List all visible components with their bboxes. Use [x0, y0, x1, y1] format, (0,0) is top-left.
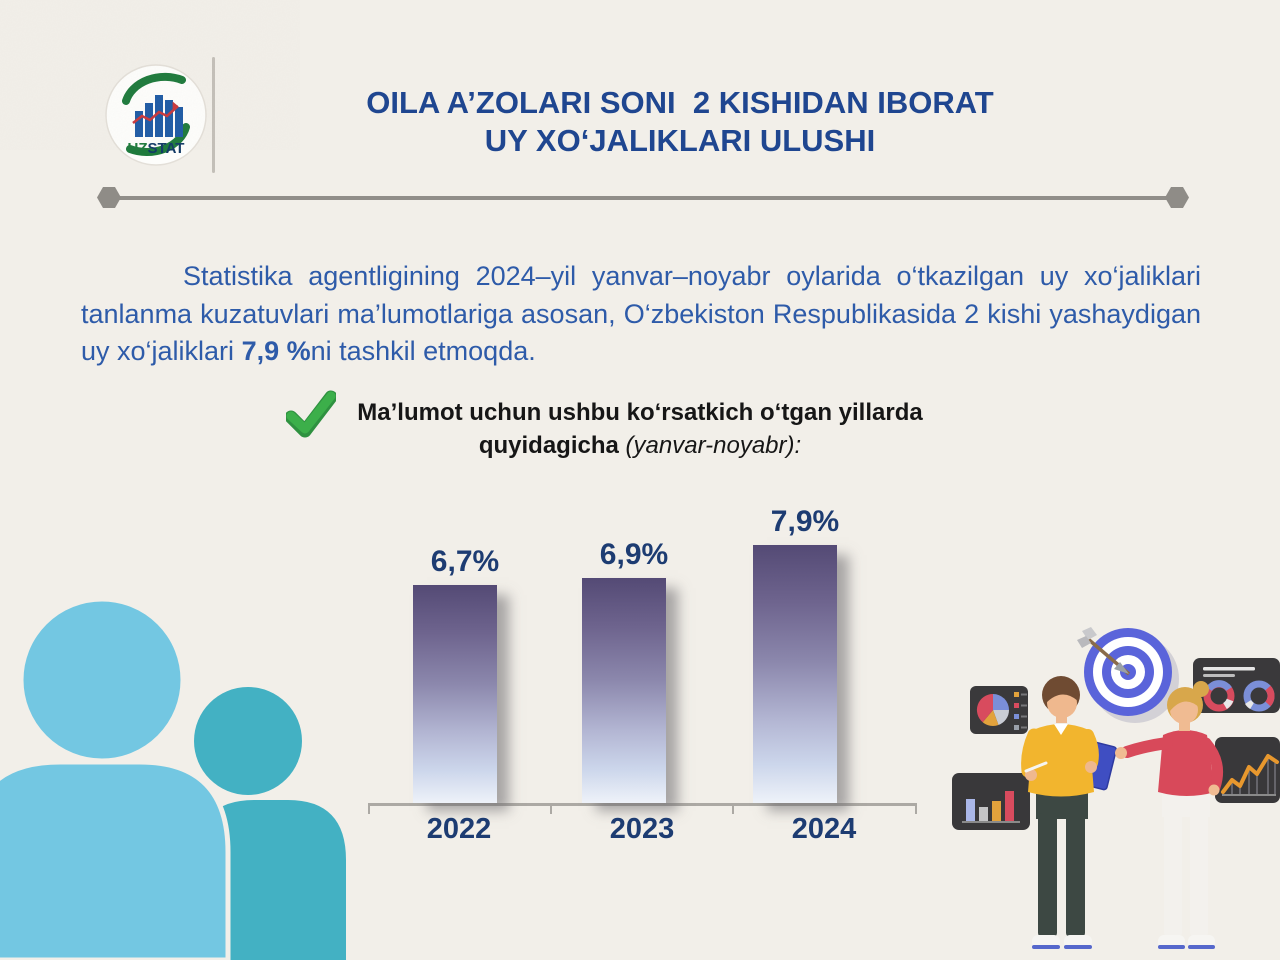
svg-text:UZSTAT: UZSTAT: [128, 140, 185, 157]
bar-2022: [413, 585, 497, 803]
logo-text-stat: STAT: [148, 140, 185, 157]
section-divider-line: [108, 196, 1178, 200]
note-line2-bold: quyidagicha: [478, 432, 626, 459]
chart-note: Ma’lumot uchun ushbu ko‘rsatkich o‘tgan …: [330, 396, 950, 462]
x-axis-tick: [550, 803, 552, 814]
bar-value-label: 7,9%: [770, 505, 840, 538]
man-shoes: [1032, 935, 1092, 949]
divider-hexagon-right: [1165, 187, 1189, 208]
checkmark-icon: [286, 390, 336, 438]
arrow-icon: [1077, 627, 1131, 676]
pie-legend: [1014, 692, 1027, 730]
note-line2-italic: (yanvar-noyabr):: [625, 432, 802, 459]
x-axis-category-label: 2023: [609, 813, 675, 845]
note-line1: Ma’lumot uchun ushbu ko‘rsatkich o‘tgan …: [357, 399, 923, 426]
bar-value-label: 6,7%: [430, 545, 500, 578]
x-axis-tick: [368, 803, 370, 814]
person-front-blue: [0, 596, 231, 960]
line-chart-panel: [1215, 737, 1280, 803]
title-line-2: UY XO‘JALIKLARI ULUSHI: [484, 123, 876, 158]
mini-bar-chart-panel: [952, 773, 1030, 830]
pie-chart-panel: [970, 686, 1028, 734]
header-divider-rule: [212, 57, 215, 173]
bar-2024: [753, 545, 837, 803]
logo-text-uz: UZ: [128, 140, 148, 157]
intro-paragraph: Statistika agentligining 2024–yil yanvar…: [81, 258, 1201, 371]
people-silhouettes-decoration: [0, 596, 346, 960]
bar-value-label: 6,9%: [599, 538, 669, 571]
intro-suffix: ni tashkil etmoqda.: [310, 336, 536, 366]
divider-hexagon-left: [97, 187, 121, 208]
x-axis-tick: [732, 803, 734, 814]
person-back-teal: [194, 687, 346, 960]
uzstat-logo: UZSTAT: [104, 63, 208, 167]
x-axis-tick: [915, 803, 917, 814]
man-figure: [1021, 676, 1117, 949]
title-line-1: OILA A’ZOLARI SONI 2 KISHIDAN IBORAT: [366, 85, 994, 120]
x-axis-line: [368, 803, 917, 806]
page-title: OILA A’ZOLARI SONI 2 KISHIDAN IBORAT UY …: [240, 84, 1120, 160]
donut-charts-panel: [1193, 658, 1280, 713]
bar-2023: [582, 578, 666, 803]
intro-highlight: 7,9 %: [241, 336, 311, 366]
woman-shoes: [1158, 935, 1215, 949]
analysts-illustration: [952, 627, 1280, 949]
x-axis-category-label: 2024: [791, 813, 857, 845]
woman-figure: [1115, 681, 1223, 949]
bar-chart: 6,7% 2022 6,9% 2023 7,9% 2024: [360, 500, 920, 850]
uzstat-logo-icon: UZSTAT: [105, 64, 207, 166]
target-icon: [1084, 628, 1179, 723]
x-axis-category-label: 2022: [426, 813, 492, 845]
intro-text: Statistika agentligining 2024–yil yanvar…: [81, 261, 1201, 366]
